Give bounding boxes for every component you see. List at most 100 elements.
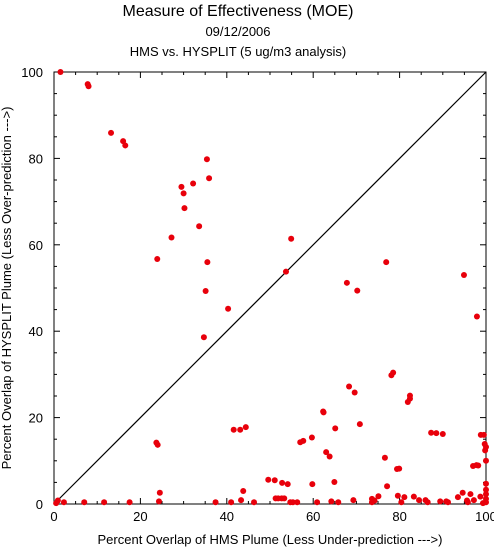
data-point — [60, 499, 67, 506]
data-point — [464, 499, 471, 506]
data-point — [281, 495, 288, 502]
data-point — [439, 431, 446, 438]
data-point — [326, 453, 333, 460]
data-point — [108, 129, 115, 136]
x-tick-label: 60 — [306, 509, 320, 524]
data-point — [346, 383, 353, 390]
data-point — [237, 426, 244, 433]
data-point — [424, 499, 431, 506]
data-point — [282, 268, 289, 275]
data-point — [122, 142, 129, 149]
y-tick-label: 40 — [29, 324, 43, 339]
data-point — [473, 462, 480, 469]
data-point — [368, 499, 375, 506]
data-point — [228, 499, 235, 506]
data-point — [242, 424, 249, 431]
y-tick-label: 100 — [21, 65, 43, 80]
data-point — [381, 454, 388, 461]
data-point — [477, 493, 484, 500]
data-point — [416, 497, 423, 504]
data-point — [483, 495, 489, 502]
data-point — [433, 430, 440, 437]
data-point — [154, 441, 161, 448]
x-tick-label: 100 — [475, 509, 494, 524]
data-point — [483, 457, 489, 464]
data-points — [53, 69, 489, 507]
data-point — [155, 498, 162, 505]
data-point — [126, 499, 133, 506]
one-to-one-reference-line — [53, 71, 487, 505]
data-point — [332, 425, 339, 432]
data-point — [271, 477, 278, 484]
data-point — [398, 499, 405, 506]
data-point — [444, 499, 451, 506]
data-point — [454, 494, 461, 501]
data-point — [328, 498, 335, 505]
axis-ticks: 0 20 40 60 80 100 0 20 40 60 80 100 — [21, 65, 494, 524]
data-point — [251, 499, 258, 506]
data-point — [230, 426, 237, 433]
data-point — [200, 334, 207, 341]
x-tick-label: 40 — [220, 509, 234, 524]
data-point — [437, 498, 444, 505]
data-point — [284, 481, 291, 488]
data-point — [483, 491, 489, 498]
data-point — [308, 434, 315, 441]
data-point — [196, 223, 203, 230]
data-point — [181, 205, 188, 212]
data-point — [343, 279, 350, 286]
data-point — [202, 288, 209, 295]
data-point — [101, 499, 108, 506]
data-point — [288, 235, 295, 242]
data-point — [483, 480, 489, 487]
x-tick-label: 80 — [392, 509, 406, 524]
y-tick-label: 20 — [29, 411, 43, 426]
data-point — [354, 287, 361, 294]
data-point — [470, 497, 477, 504]
data-point — [482, 447, 489, 454]
data-point — [335, 499, 342, 506]
data-point — [203, 156, 210, 163]
y-axis-label: Percent Overlap of HYSPLIT Plume (Less O… — [0, 107, 14, 470]
data-point — [225, 305, 232, 312]
data-point — [279, 479, 286, 486]
data-point — [384, 483, 391, 490]
chart-date: 09/12/2006 — [205, 24, 270, 39]
data-point — [289, 499, 296, 506]
x-axis-label: Percent Overlap of HMS Plume (Less Under… — [98, 532, 443, 547]
data-point — [206, 175, 213, 182]
chart-subtitle: HMS vs. HYSPLIT (5 ug/m3 analysis) — [130, 44, 347, 59]
data-point — [480, 431, 487, 438]
data-point — [294, 499, 301, 506]
data-point — [396, 465, 403, 472]
data-point — [156, 489, 163, 496]
data-point — [331, 478, 338, 485]
y-tick-label: 80 — [29, 151, 43, 166]
data-point — [394, 492, 401, 499]
data-point — [320, 409, 327, 416]
data-point — [168, 234, 175, 241]
data-point — [390, 369, 397, 376]
data-point — [410, 493, 417, 500]
data-point — [204, 259, 211, 266]
data-point — [428, 429, 435, 436]
data-point — [483, 486, 489, 493]
data-point — [190, 180, 197, 187]
data-point — [314, 499, 321, 506]
data-point — [375, 493, 382, 500]
y-tick-label: 60 — [29, 238, 43, 253]
data-point — [212, 499, 219, 506]
data-point — [401, 494, 408, 501]
x-tick-label: 0 — [50, 509, 57, 524]
data-point — [54, 497, 61, 504]
data-point — [300, 437, 307, 444]
data-point — [351, 389, 358, 396]
data-point — [178, 183, 185, 190]
data-point — [459, 489, 466, 496]
data-point — [323, 449, 330, 456]
data-point — [180, 190, 187, 197]
data-point — [240, 488, 247, 495]
data-point — [265, 476, 272, 483]
x-tick-label: 20 — [133, 509, 147, 524]
